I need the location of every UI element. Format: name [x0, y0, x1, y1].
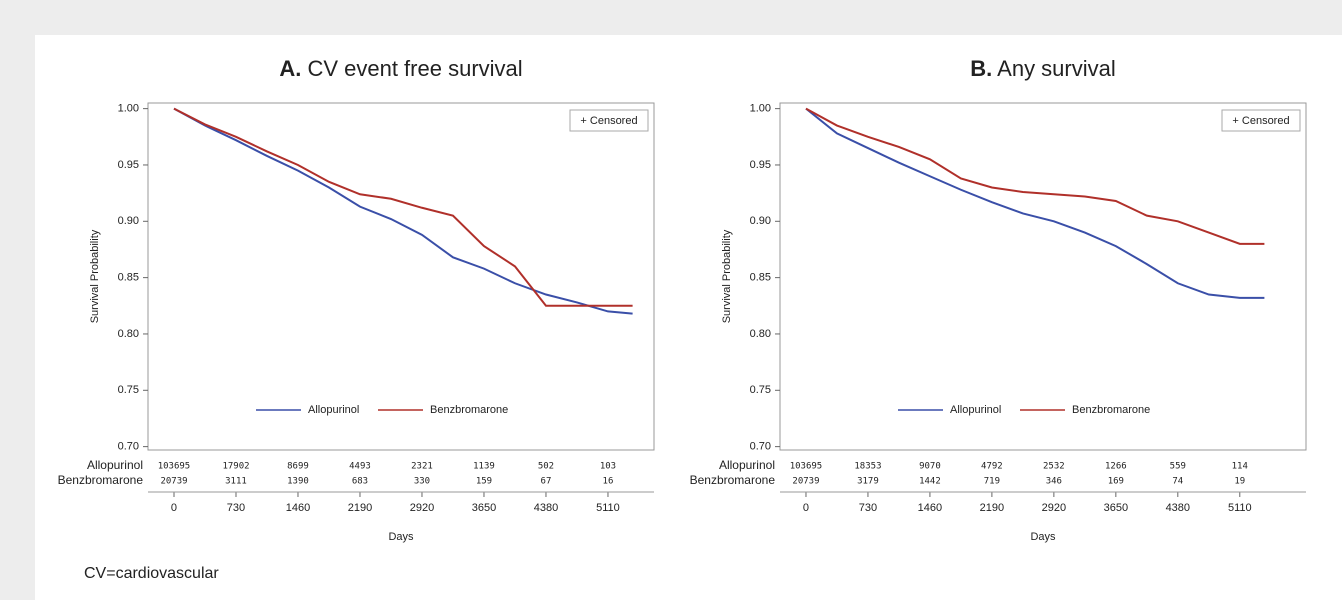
risk-value: 719 [984, 477, 1000, 487]
x-tick-label: 4380 [1166, 502, 1190, 514]
risk-value: 8699 [287, 462, 309, 472]
legend-label: Benzbromarone [430, 404, 508, 416]
y-tick-label: 1.00 [750, 103, 771, 115]
y-tick-label: 0.80 [750, 328, 771, 340]
plot-frame [147, 102, 655, 451]
risk-value: 18353 [854, 462, 881, 472]
risk-value: 1139 [473, 462, 495, 472]
x-tick-label: 1460 [918, 502, 942, 514]
risk-value: 683 [352, 477, 368, 487]
x-tick-label: 2920 [410, 502, 434, 514]
y-tick-label: 0.95 [750, 159, 771, 171]
y-tick-label: 0.70 [750, 441, 771, 453]
x-tick-label: 2920 [1042, 502, 1066, 514]
y-axis-label: Survival Probability [89, 229, 101, 323]
y-axis-label: Survival Probability [721, 229, 733, 323]
risk-row-label: Allopurinol [87, 458, 143, 472]
y-tick-label: 0.85 [750, 272, 771, 284]
y-tick-label: 0.85 [118, 272, 139, 284]
y-tick-label: 0.75 [118, 384, 139, 396]
risk-row-label: Benzbromarone [58, 473, 144, 487]
x-tick-label: 1460 [286, 502, 310, 514]
risk-value: 4493 [349, 462, 371, 472]
legend-label: Allopurinol [308, 404, 359, 416]
risk-value: 103695 [158, 462, 191, 472]
y-tick-label: 0.90 [118, 215, 139, 227]
plot-frame [779, 102, 1307, 451]
risk-value: 3111 [225, 477, 247, 487]
risk-value: 1266 [1105, 462, 1127, 472]
risk-value: 19 [1234, 477, 1245, 487]
censor-legend-box [1221, 109, 1301, 132]
censor-legend: + Censored [580, 115, 637, 127]
x-axis-label: Days [388, 531, 414, 543]
y-tick-label: 0.95 [118, 159, 139, 171]
risk-value: 559 [1170, 462, 1186, 472]
survival-curve [173, 107, 633, 315]
survival-curve [805, 107, 1265, 245]
risk-row-label: Allopurinol [719, 458, 775, 472]
risk-value: 346 [1046, 477, 1062, 487]
risk-value: 330 [414, 477, 430, 487]
risk-value: 67 [541, 477, 552, 487]
risk-value: 74 [1172, 477, 1183, 487]
panel-background [35, 35, 1342, 600]
risk-value: 159 [476, 477, 492, 487]
x-tick-label: 2190 [348, 502, 372, 514]
panel-label: B. [970, 56, 992, 81]
risk-value: 103695 [790, 462, 823, 472]
risk-value: 16 [603, 477, 614, 487]
risk-value: 20739 [160, 477, 187, 487]
y-tick-label: 1.00 [118, 103, 139, 115]
risk-value: 9070 [919, 462, 941, 472]
y-tick-label: 0.75 [750, 384, 771, 396]
censor-legend: + Censored [1232, 115, 1289, 127]
x-tick-label: 4380 [534, 502, 558, 514]
legend-label: Benzbromarone [1072, 404, 1150, 416]
y-tick-label: 0.90 [750, 215, 771, 227]
chart-title: B. Any survival [970, 56, 1116, 81]
risk-row-label: Benzbromarone [690, 473, 776, 487]
survival-curve [805, 107, 1265, 299]
footnote: CV=cardiovascular [84, 565, 219, 582]
risk-value: 3179 [857, 477, 879, 487]
risk-value: 114 [1232, 462, 1248, 472]
risk-value: 502 [538, 462, 554, 472]
x-tick-label: 3650 [472, 502, 496, 514]
x-tick-label: 0 [171, 502, 177, 514]
x-tick-label: 2190 [980, 502, 1004, 514]
risk-value: 103 [600, 462, 616, 472]
risk-value: 169 [1108, 477, 1124, 487]
chart-title: A. CV event free survival [279, 56, 522, 81]
y-tick-label: 0.70 [118, 441, 139, 453]
risk-value: 2321 [411, 462, 433, 472]
survival-curve [173, 107, 633, 307]
risk-value: 1390 [287, 477, 309, 487]
title-text: Any survival [997, 56, 1116, 81]
censor-legend-box [569, 109, 649, 132]
x-tick-label: 730 [859, 502, 877, 514]
panel-label: A. [279, 56, 301, 81]
x-tick-label: 5110 [596, 502, 620, 514]
y-tick-label: 0.80 [118, 328, 139, 340]
title-text: CV event free survival [307, 56, 522, 81]
risk-value: 2532 [1043, 462, 1065, 472]
risk-value: 4792 [981, 462, 1003, 472]
legend-label: Allopurinol [950, 404, 1001, 416]
x-tick-label: 5110 [1228, 502, 1252, 514]
x-axis-label: Days [1030, 531, 1056, 543]
risk-value: 17902 [222, 462, 249, 472]
risk-value: 1442 [919, 477, 941, 487]
x-tick-label: 730 [227, 502, 245, 514]
risk-value: 20739 [792, 477, 819, 487]
x-tick-label: 0 [803, 502, 809, 514]
x-tick-label: 3650 [1104, 502, 1128, 514]
